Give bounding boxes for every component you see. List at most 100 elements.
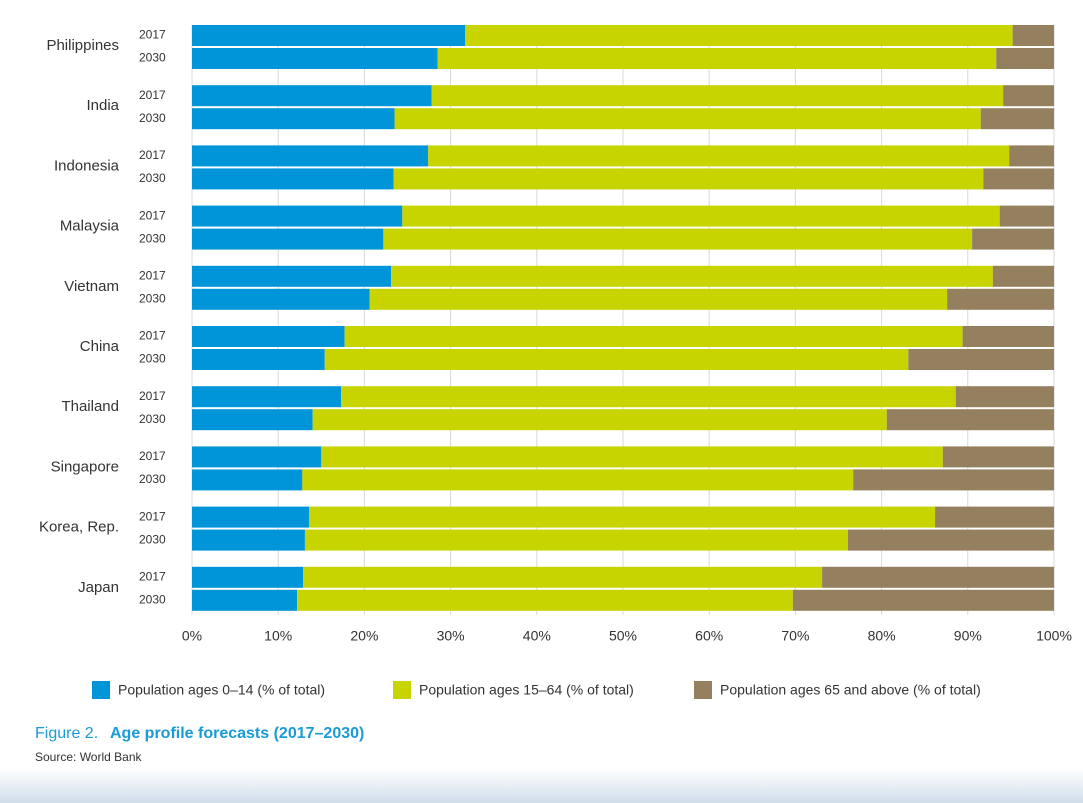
bar-segment bbox=[312, 409, 887, 431]
y-tick-label: 2017 bbox=[139, 28, 166, 42]
legend-swatch bbox=[694, 681, 712, 699]
legend-swatch bbox=[92, 681, 110, 699]
bar-segment bbox=[192, 228, 384, 250]
figure-label: Figure 2. bbox=[35, 725, 98, 742]
bar-segment bbox=[192, 25, 466, 46]
y-tick-label: 2030 bbox=[139, 472, 166, 486]
x-tick-label: 20% bbox=[350, 628, 378, 644]
chart-title: Age profile forecasts (2017–2030) bbox=[110, 725, 364, 742]
bar-segment bbox=[980, 108, 1054, 130]
group-label: Japan bbox=[78, 579, 119, 596]
y-tick-label: 2017 bbox=[139, 268, 166, 282]
bar-segment bbox=[192, 349, 325, 370]
bar-segment bbox=[853, 469, 1054, 491]
bar-segment bbox=[886, 409, 1054, 431]
bar-segment bbox=[942, 446, 1054, 468]
group-label: India bbox=[86, 97, 119, 114]
x-tick-label: 50% bbox=[609, 628, 637, 644]
bar-segment bbox=[302, 469, 854, 491]
y-tick-label: 2017 bbox=[139, 329, 166, 343]
bar-segment bbox=[947, 288, 1054, 310]
bar-segment bbox=[192, 409, 313, 431]
bar-segment bbox=[437, 48, 997, 69]
bar-segment bbox=[303, 566, 823, 588]
group-label: Indonesia bbox=[54, 157, 120, 174]
x-tick-label: 40% bbox=[523, 628, 551, 644]
bar-segment bbox=[297, 589, 793, 611]
bar-segment bbox=[431, 85, 1004, 107]
bar-segment bbox=[192, 469, 303, 491]
bar-segment bbox=[972, 228, 1054, 250]
bar-segment bbox=[192, 145, 429, 167]
bar-segment bbox=[393, 168, 984, 190]
bar-segment bbox=[369, 288, 948, 310]
bar-segment bbox=[324, 349, 909, 370]
bar-segment bbox=[1009, 145, 1054, 167]
bar-segment bbox=[192, 446, 322, 468]
y-tick-label: 2017 bbox=[139, 389, 166, 403]
group-label: Malaysia bbox=[60, 218, 120, 235]
bar-segment bbox=[992, 265, 1054, 287]
bar-segment bbox=[1003, 85, 1054, 107]
x-tick-label: 90% bbox=[954, 628, 982, 644]
bar-segment bbox=[309, 506, 936, 528]
bar-segment bbox=[999, 205, 1054, 227]
bar-segment bbox=[192, 326, 345, 347]
bar-segment bbox=[321, 446, 943, 468]
y-tick-label: 2030 bbox=[139, 111, 166, 125]
y-tick-label: 2017 bbox=[139, 148, 166, 162]
bar-segment bbox=[908, 349, 1054, 370]
bar-segment bbox=[304, 529, 848, 551]
legend-label: Population ages 0–14 (% of total) bbox=[118, 682, 325, 698]
legend-label: Population ages 65 and above (% of total… bbox=[720, 682, 981, 698]
y-tick-label: 2017 bbox=[139, 208, 166, 222]
bar-segment bbox=[192, 288, 370, 310]
group-label: Philippines bbox=[46, 37, 119, 54]
x-tick-label: 0% bbox=[182, 628, 202, 644]
group-label: Singapore bbox=[51, 458, 119, 475]
group-label: Thailand bbox=[61, 398, 119, 415]
bar-segment bbox=[341, 386, 956, 408]
bar-segment bbox=[383, 228, 973, 250]
y-tick-label: 2030 bbox=[139, 352, 166, 366]
x-tick-label: 60% bbox=[695, 628, 723, 644]
bar-segment bbox=[1012, 25, 1054, 46]
bar-segment bbox=[192, 589, 298, 611]
bar-segment bbox=[192, 168, 394, 190]
bar-segment bbox=[192, 205, 403, 227]
bar-segment bbox=[996, 48, 1054, 69]
y-tick-label: 2017 bbox=[139, 88, 166, 102]
y-tick-label: 2030 bbox=[139, 171, 166, 185]
bar-segment bbox=[192, 566, 304, 588]
group-label: China bbox=[80, 338, 120, 355]
bar-segment bbox=[402, 205, 1000, 227]
bar-segment bbox=[192, 529, 305, 551]
bar-segment bbox=[847, 529, 1054, 551]
x-tick-label: 80% bbox=[868, 628, 896, 644]
y-tick-label: 2030 bbox=[139, 592, 166, 606]
bar-segment bbox=[192, 48, 438, 69]
group-label: Vietnam bbox=[64, 278, 119, 295]
bar-segment bbox=[792, 589, 1054, 611]
x-tick-label: 30% bbox=[437, 628, 465, 644]
y-tick-label: 2030 bbox=[139, 532, 166, 546]
bar-segment bbox=[192, 506, 310, 528]
bar-segment bbox=[955, 386, 1054, 408]
y-tick-label: 2030 bbox=[139, 412, 166, 426]
x-tick-label: 70% bbox=[781, 628, 809, 644]
bar-segment bbox=[983, 168, 1054, 190]
bar-segment bbox=[822, 566, 1054, 588]
bar-segment bbox=[391, 265, 993, 287]
bar-segment bbox=[192, 386, 342, 408]
y-tick-label: 2017 bbox=[139, 449, 166, 463]
source: Source: World Bank bbox=[35, 750, 142, 764]
bar-segment bbox=[935, 506, 1054, 528]
bar-segment bbox=[344, 326, 963, 347]
legend-label: Population ages 15–64 (% of total) bbox=[419, 682, 634, 698]
group-label: Korea, Rep. bbox=[39, 519, 119, 536]
y-tick-label: 2030 bbox=[139, 291, 166, 305]
y-tick-label: 2030 bbox=[139, 51, 166, 65]
bar-segment bbox=[962, 326, 1054, 347]
